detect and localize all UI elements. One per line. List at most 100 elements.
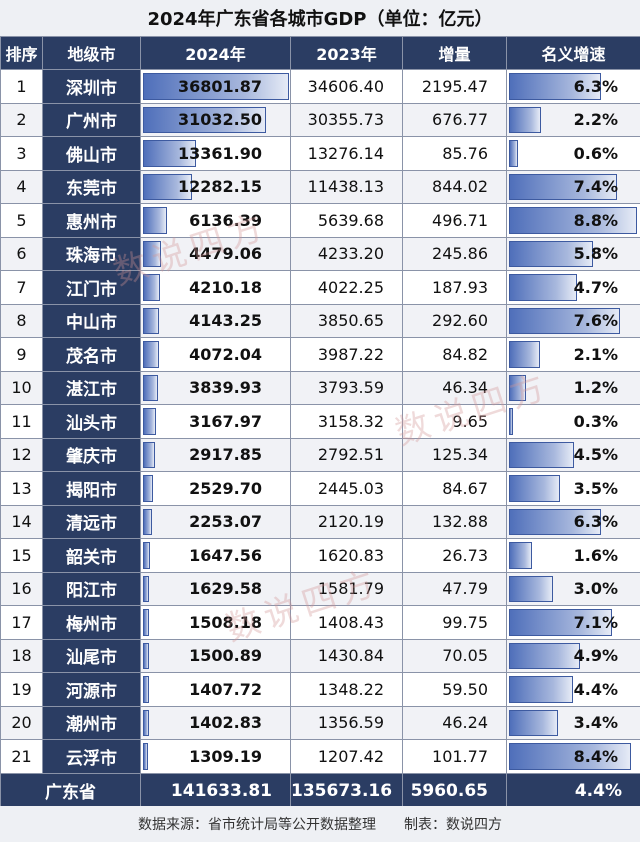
gdp-2023-cell: 1408.43 (290, 605, 403, 640)
rank-cell: 2 (0, 102, 43, 137)
growth-rate-value: 7.4% (573, 177, 618, 197)
gdp-2023-cell: 4022.25 (290, 270, 403, 305)
growth-rate-cell: 7.4% (506, 169, 640, 204)
gdp-2024-bar (143, 408, 156, 435)
gdp-2024-value: 1508.18 (189, 612, 262, 632)
growth-rate-bar (509, 73, 601, 100)
gdp-2024-value: 1647.56 (189, 545, 262, 565)
data-source: 数据来源：省市统计局等公开数据整理 (138, 817, 376, 833)
city-cell: 东莞市 (42, 169, 141, 204)
growth-rate-bar (509, 274, 577, 301)
city-cell: 肇庆市 (42, 437, 141, 472)
increase-cell: 84.67 (402, 471, 507, 506)
growth-rate-value: 4.4% (573, 679, 618, 699)
gdp-2024-value: 1309.19 (189, 746, 262, 766)
gdp-2024-value: 36801.87 (177, 76, 262, 96)
gdp-2024-value: 1629.58 (189, 579, 262, 599)
table-row: 13 揭阳市 2529.70 2445.03 84.67 3.5% (0, 471, 640, 506)
growth-rate-cell: 4.4% (506, 672, 640, 707)
col-header-city: 地级市 (42, 36, 141, 70)
growth-rate-bar (509, 408, 513, 435)
growth-rate-cell: 6.3% (506, 504, 640, 539)
table-maker: 制表：数说四方 (404, 817, 502, 833)
table-row: 6 珠海市 4479.06 4233.20 245.86 5.8% (0, 236, 640, 271)
growth-rate-value: 4.9% (573, 646, 618, 666)
growth-rate-bar (509, 475, 560, 502)
rank-cell: 11 (0, 404, 43, 439)
increase-cell: 245.86 (402, 236, 507, 271)
rank-cell: 5 (0, 203, 43, 238)
col-header-rank: 排序 (0, 36, 43, 70)
growth-rate-bar (509, 106, 541, 133)
growth-rate-bar (509, 743, 631, 770)
gdp-2024-bar (143, 140, 196, 167)
growth-rate-bar (509, 341, 540, 368)
city-cell: 珠海市 (42, 236, 141, 271)
gdp-2024-bar (143, 542, 150, 569)
increase-cell: 2195.47 (402, 69, 507, 104)
gdp-2023-cell: 1356.59 (290, 705, 403, 740)
gdp-2024-cell: 2917.85 (140, 437, 291, 472)
growth-rate-bar (509, 374, 526, 401)
gdp-2024-bar (143, 374, 158, 401)
gdp-2024-cell: 2253.07 (140, 504, 291, 539)
gdp-2024-value: 4072.04 (189, 344, 262, 364)
growth-rate-value: 3.5% (573, 478, 618, 498)
city-cell: 江门市 (42, 270, 141, 305)
city-cell: 清远市 (42, 504, 141, 539)
gdp-2024-cell: 3839.93 (140, 370, 291, 405)
gdp-2023-cell: 34606.40 (290, 69, 403, 104)
increase-cell: 187.93 (402, 270, 507, 305)
growth-rate-value: 3.0% (573, 579, 618, 599)
table-row: 10 湛江市 3839.93 3793.59 46.34 1.2% (0, 370, 640, 405)
growth-rate-bar (509, 207, 637, 234)
table-body: 1 深圳市 36801.87 34606.40 2195.47 6.3% 2 广州市 31032… (0, 69, 640, 774)
total-row: 广东省 141633.81 135673.16 5960.65 4.4% (0, 772, 640, 809)
growth-rate-value: 8.8% (573, 210, 618, 230)
rank-cell: 3 (0, 136, 43, 171)
city-cell: 韶关市 (42, 538, 141, 573)
table-row: 9 茂名市 4072.04 3987.22 84.82 2.1% (0, 337, 640, 372)
gdp-2024-value: 12282.15 (177, 177, 262, 197)
growth-rate-value: 7.6% (573, 311, 618, 331)
gdp-2024-bar (143, 106, 266, 133)
increase-cell: 70.05 (402, 638, 507, 673)
city-cell: 茂名市 (42, 337, 141, 372)
table-row: 16 阳江市 1629.58 1581.79 47.79 3.0% (0, 571, 640, 606)
growth-rate-cell: 4.7% (506, 270, 640, 305)
increase-cell: 46.34 (402, 370, 507, 405)
growth-rate-bar (509, 609, 612, 636)
gdp-2024-cell: 13361.90 (140, 136, 291, 171)
gdp-2024-value: 3167.97 (189, 411, 262, 431)
gdp-2024-value: 2529.70 (189, 478, 262, 498)
table-row: 20 潮州市 1402.83 1356.59 46.24 3.4% (0, 705, 640, 740)
gdp-2024-bar (143, 240, 161, 267)
growth-rate-cell: 6.3% (506, 69, 640, 104)
gdp-2023-cell: 5639.68 (290, 203, 403, 238)
gdp-2024-value: 31032.50 (177, 110, 262, 130)
growth-rate-bar (509, 173, 617, 200)
rank-cell: 19 (0, 672, 43, 707)
gdp-2024-bar (143, 173, 192, 200)
gdp-2024-bar (143, 341, 159, 368)
growth-rate-bar (509, 676, 573, 703)
rank-cell: 20 (0, 705, 43, 740)
growth-rate-value: 4.7% (573, 277, 618, 297)
increase-cell: 26.73 (402, 538, 507, 573)
gdp-2023-cell: 1581.79 (290, 571, 403, 606)
growth-rate-value: 8.4% (573, 746, 618, 766)
rank-cell: 17 (0, 605, 43, 640)
gdp-2023-cell: 1430.84 (290, 638, 403, 673)
growth-rate-cell: 4.5% (506, 437, 640, 472)
gdp-2024-cell: 31032.50 (140, 102, 291, 137)
gdp-2023-cell: 1207.42 (290, 739, 403, 774)
increase-cell: 292.60 (402, 303, 507, 338)
gdp-2023-cell: 30355.73 (290, 102, 403, 137)
city-cell: 汕头市 (42, 404, 141, 439)
growth-rate-value: 6.3% (573, 76, 618, 96)
gdp-2023-cell: 3850.65 (290, 303, 403, 338)
table-row: 12 肇庆市 2917.85 2792.51 125.34 4.5% (0, 437, 640, 472)
rank-cell: 9 (0, 337, 43, 372)
gdp-2024-bar (143, 508, 152, 535)
growth-rate-value: 1.6% (573, 545, 618, 565)
